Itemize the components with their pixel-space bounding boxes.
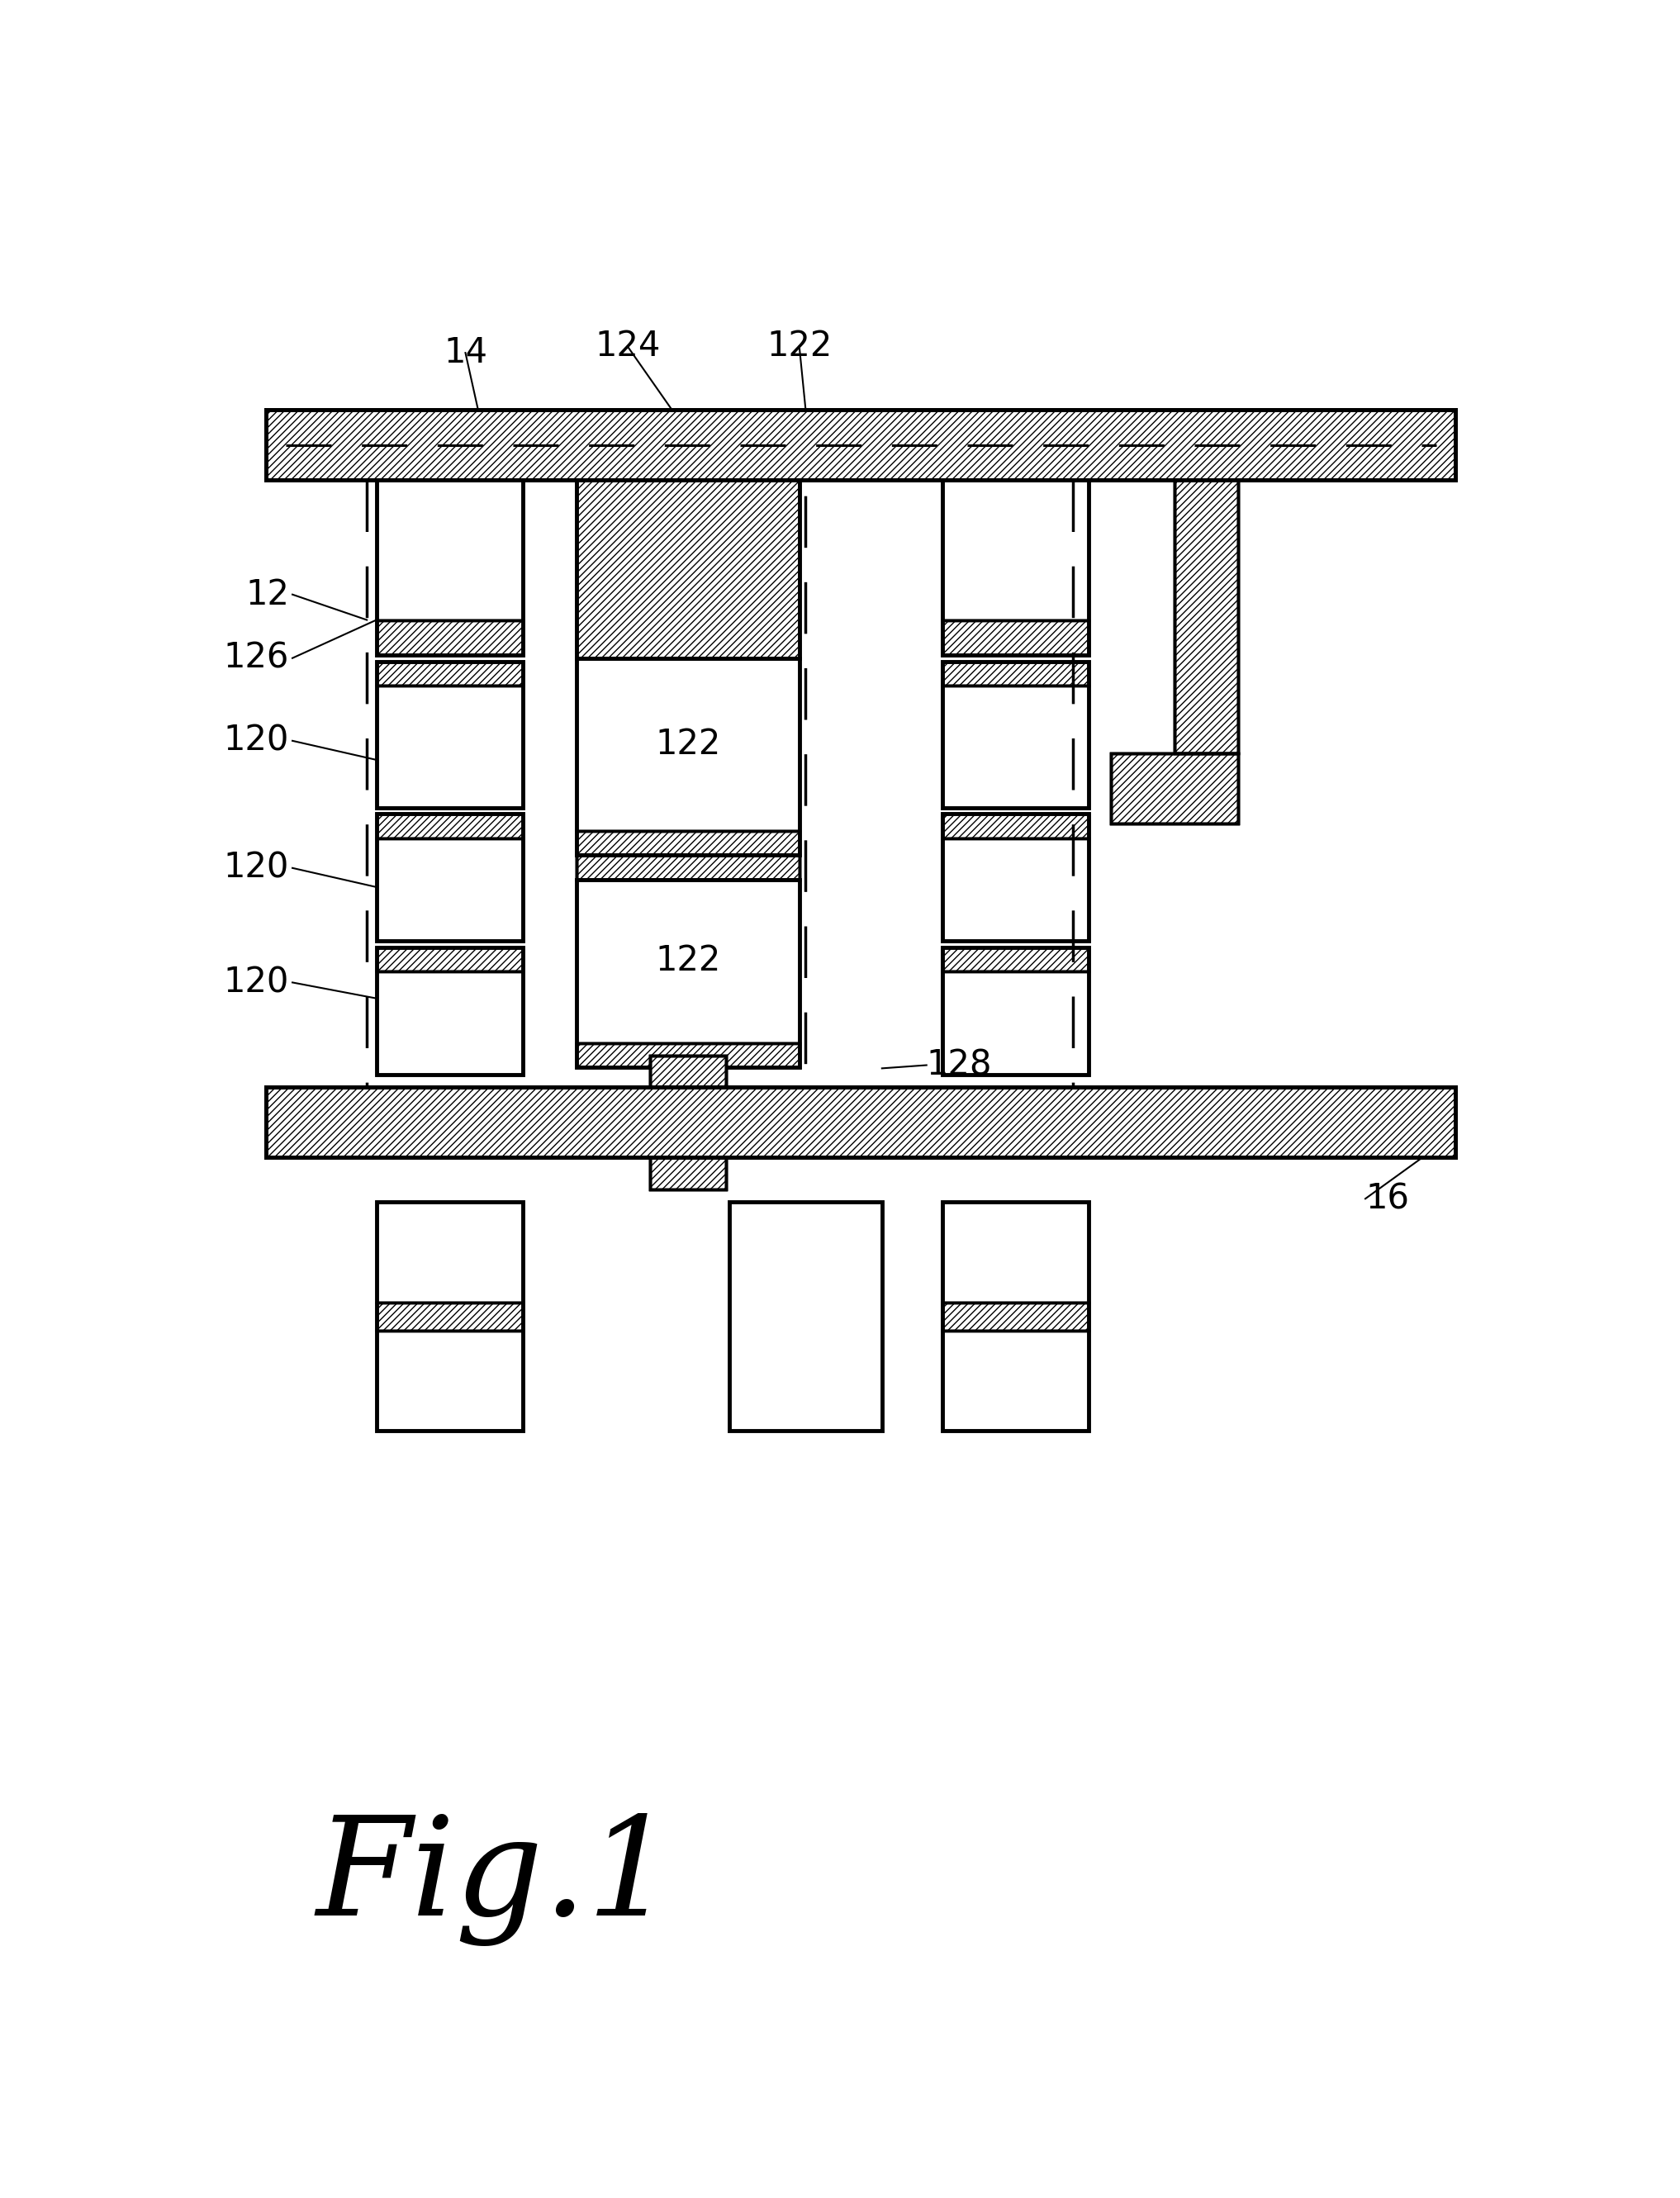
Bar [267, 411, 1455, 479]
Bar [576, 657, 800, 855]
Bar [942, 1303, 1089, 1332]
Bar [576, 831, 800, 855]
Bar [576, 855, 800, 879]
Bar [376, 479, 522, 655]
Bar [942, 972, 1089, 1075]
Bar [650, 1158, 726, 1189]
Bar [1110, 754, 1238, 824]
Bar [729, 1202, 882, 1431]
Bar [942, 1202, 1089, 1303]
Text: 122: 122 [766, 330, 832, 365]
Bar [1110, 754, 1238, 824]
Bar [267, 411, 1455, 479]
Bar [376, 972, 522, 1075]
Bar [576, 1042, 800, 1066]
Bar [376, 662, 522, 686]
Bar [942, 813, 1089, 941]
Bar [267, 1088, 1455, 1158]
Bar [942, 620, 1089, 655]
Text: 16: 16 [1366, 1180, 1410, 1215]
Bar [376, 662, 522, 807]
Bar [376, 620, 522, 655]
Bar [942, 947, 1089, 1075]
Bar [650, 1158, 726, 1189]
Bar [376, 479, 522, 620]
Bar [942, 947, 1089, 972]
Text: 120: 120 [223, 965, 289, 1000]
Bar [576, 855, 800, 879]
Bar [267, 411, 1455, 479]
Bar [576, 831, 800, 855]
Bar [267, 1088, 1455, 1158]
Bar [942, 813, 1089, 837]
Bar [942, 662, 1089, 807]
Bar [376, 1202, 522, 1303]
Bar [942, 662, 1089, 686]
Bar [376, 1332, 522, 1431]
Bar [267, 411, 1455, 479]
Text: Fig.1: Fig.1 [316, 1813, 675, 1945]
Text: 128: 128 [926, 1048, 993, 1081]
Bar [376, 947, 522, 1075]
Bar [576, 657, 800, 831]
Bar [942, 813, 1089, 837]
Bar [576, 879, 800, 1042]
Bar [576, 479, 800, 657]
Bar [267, 1088, 1455, 1158]
Bar [942, 479, 1089, 655]
Bar [376, 686, 522, 807]
Bar [942, 837, 1089, 941]
Bar [576, 479, 800, 657]
Text: 12: 12 [245, 578, 289, 611]
Bar [650, 1055, 726, 1088]
Bar [267, 1088, 1455, 1158]
Bar [650, 1158, 726, 1189]
Bar [376, 947, 522, 972]
Bar [376, 620, 522, 655]
Bar [267, 1088, 1455, 1158]
Bar [376, 837, 522, 941]
Bar [576, 879, 800, 1066]
Text: 120: 120 [223, 723, 289, 758]
Bar [1174, 479, 1238, 754]
Bar [376, 662, 522, 686]
Text: 120: 120 [223, 851, 289, 886]
Bar [267, 411, 1455, 479]
Text: 122: 122 [655, 728, 721, 763]
Text: 122: 122 [655, 943, 721, 978]
Bar [376, 813, 522, 837]
Bar [1174, 479, 1238, 754]
Bar [576, 1042, 800, 1066]
Bar [942, 1332, 1089, 1431]
Bar [376, 813, 522, 837]
Bar [942, 1202, 1089, 1431]
Bar [1174, 479, 1238, 754]
Bar [942, 620, 1089, 655]
Bar [576, 855, 800, 879]
Bar [376, 1202, 522, 1431]
Bar [267, 1088, 1455, 1158]
Bar [267, 411, 1455, 479]
Bar [376, 1303, 522, 1332]
Text: 126: 126 [223, 642, 289, 675]
Bar [376, 947, 522, 972]
Text: 14: 14 [444, 336, 487, 369]
Bar [942, 662, 1089, 686]
Bar [942, 947, 1089, 972]
Bar [650, 1055, 726, 1088]
Bar [942, 686, 1089, 807]
Bar [942, 1303, 1089, 1332]
Bar [576, 479, 800, 657]
Text: 124: 124 [595, 330, 660, 365]
Bar [1110, 754, 1238, 824]
Bar [942, 479, 1089, 620]
Bar [376, 1303, 522, 1332]
Bar [376, 813, 522, 941]
Bar [650, 1055, 726, 1088]
